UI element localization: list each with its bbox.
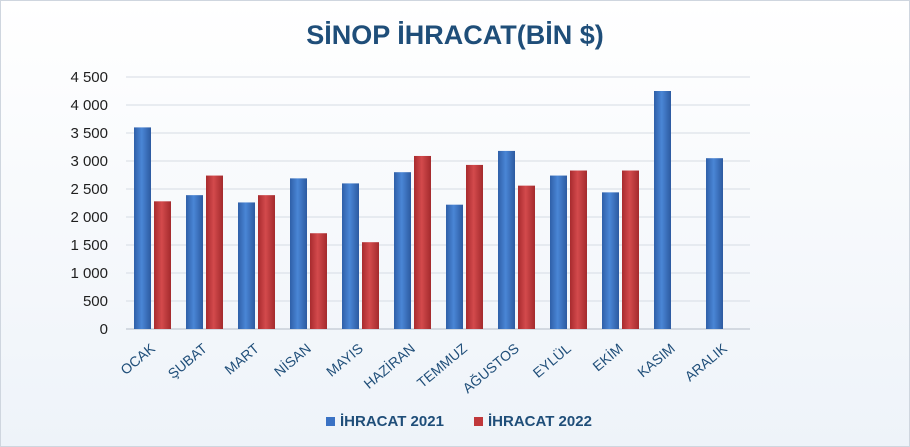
y-tick-label: 1 500 — [70, 237, 108, 254]
x-tick-label: AĞUSTOS — [459, 340, 522, 396]
bar-2021-0 — [134, 127, 151, 330]
bar-2022-9 — [622, 170, 639, 329]
gridlines — [126, 76, 750, 330]
bar-2021-9 — [602, 192, 619, 329]
x-tick-label: KASIM — [634, 340, 678, 380]
x-tick-label: EKİM — [589, 339, 626, 374]
bar-2022-5 — [414, 155, 431, 329]
legend-swatch-1 — [474, 417, 483, 426]
bar-2021-8 — [550, 175, 567, 329]
bar-2022-0 — [154, 201, 171, 329]
chart-title: SİNOP İHRACAT(BİN $) — [306, 20, 604, 50]
x-tick-label: EYLÜL — [529, 339, 574, 381]
bar-2021-4 — [342, 183, 359, 329]
bar-2022-2 — [258, 195, 275, 329]
x-tick-label: MART — [221, 340, 262, 378]
y-tick-label: 4 500 — [70, 69, 108, 86]
x-tick-label: ŞUBAT — [165, 340, 211, 382]
legend: İHRACAT 2021 İHRACAT 2022 — [326, 413, 592, 430]
y-tick-label: 3 500 — [70, 125, 108, 142]
y-tick-label: 2 500 — [70, 181, 108, 198]
y-tick-label: 4 000 — [70, 97, 108, 114]
bar-2022-1 — [206, 175, 223, 329]
x-tick-label: NİSAN — [270, 339, 314, 380]
bar-2021-3 — [290, 178, 307, 329]
x-tick-label: OCAK — [117, 340, 158, 378]
y-tick-label: 1 000 — [70, 265, 108, 282]
x-tick-label: MAYIS — [323, 340, 366, 380]
y-tick-label: 500 — [83, 293, 108, 310]
bar-2021-5 — [394, 172, 411, 329]
bars — [134, 91, 723, 330]
bar-2022-8 — [570, 170, 587, 329]
bar-2021-2 — [238, 202, 255, 329]
bar-2021-11 — [706, 158, 723, 329]
legend-label-0: İHRACAT 2021 — [340, 413, 444, 430]
bar-2021-6 — [446, 204, 463, 329]
legend-swatch-0 — [326, 417, 335, 426]
bar-2022-4 — [362, 242, 379, 329]
x-tick-label: ARALIK — [681, 340, 730, 385]
bar-2022-3 — [310, 233, 327, 329]
bar-2021-1 — [186, 195, 203, 329]
y-tick-label: 3 000 — [70, 153, 108, 170]
bar-2022-7 — [518, 185, 535, 329]
x-axis-ticks: OCAK ŞUBAT MART NİSAN MAYISHAZİRANTEMMUZAĞUS… — [117, 339, 730, 396]
legend-label-1: İHRACAT 2022 — [488, 413, 592, 430]
y-tick-label: 2 000 — [70, 209, 108, 226]
y-tick-label: 0 — [100, 321, 108, 338]
x-tick-label: HAZİRAN — [360, 339, 418, 392]
bar-2021-7 — [498, 150, 515, 329]
y-axis-ticks: 0 500 1 000 1 500 2 000 2 500 3 000 3 500 4 000 4… — [70, 69, 108, 338]
bar-2021-10 — [654, 91, 671, 329]
bar-2022-6 — [466, 164, 483, 329]
